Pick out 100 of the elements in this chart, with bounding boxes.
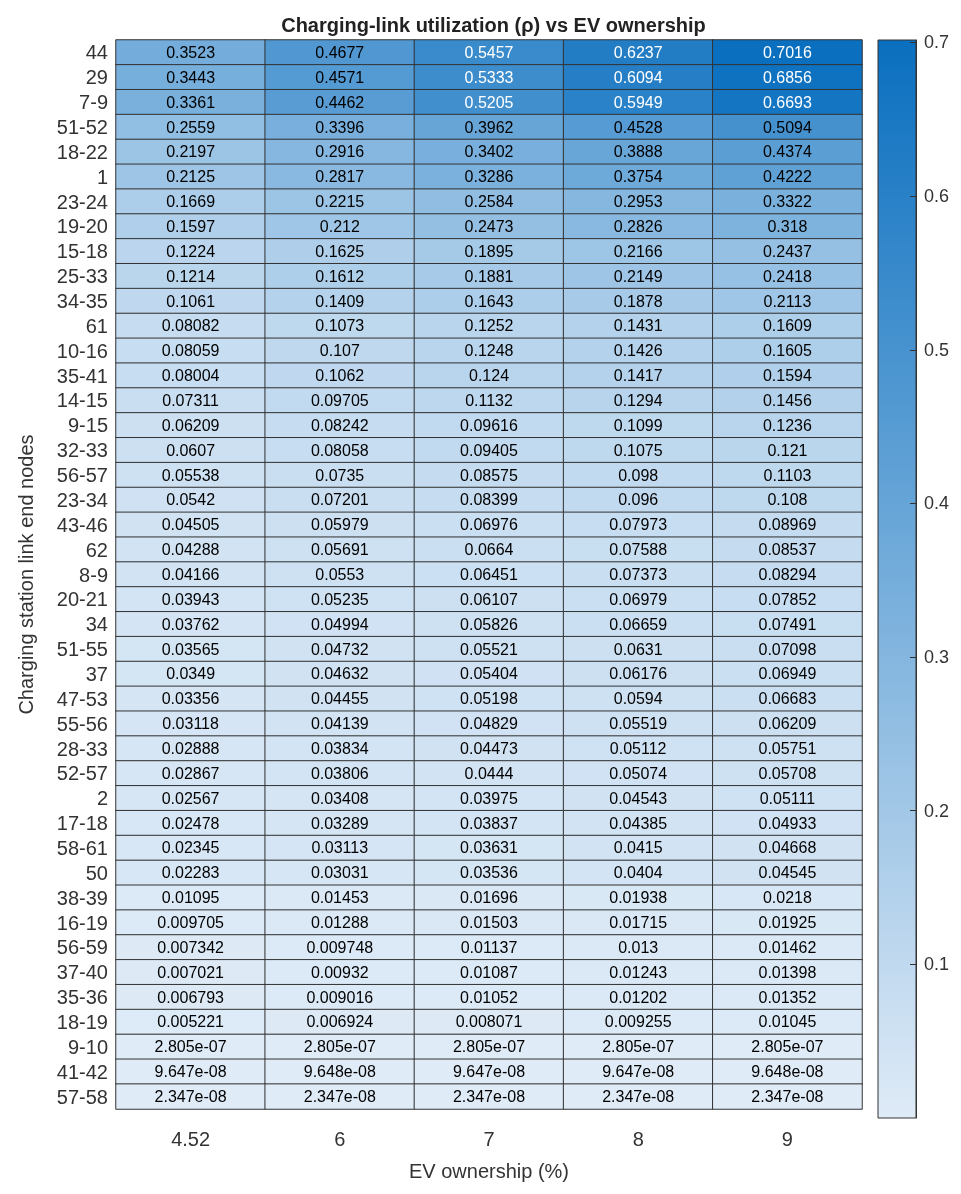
data-label: 0.01398 [758,963,817,981]
data-label: 0.1594 [762,367,812,385]
data-label: 0.1224 [166,242,216,260]
data-label: 0.02345 [161,839,220,857]
data-label: 0.2125 [166,168,216,186]
data-label: 9.647e-08 [452,1063,526,1081]
data-label: 0.01938 [609,889,668,907]
data-label: 2.347e-08 [452,1088,526,1106]
data-label: 0.0735 [315,466,365,484]
data-label: 0.05691 [310,541,369,559]
color-bar-label: 0.3 [924,647,950,668]
y-tick-label: 34 [85,613,108,636]
data-label: 0.009748 [306,938,374,956]
y-tick-label: 28-33 [56,737,108,760]
data-label: 0.05826 [460,615,519,633]
data-label: 0.1669 [166,193,216,211]
y-tick-label: 56-57 [56,464,108,487]
data-label: 0.02567 [161,789,220,807]
data-label: 0.03289 [310,814,369,832]
data-label: 0.05404 [460,665,519,683]
data-label: 0.01052 [460,988,519,1006]
data-label: 0.04473 [460,740,519,758]
data-label: 9.648e-08 [303,1063,376,1081]
x-tick-label: 9 [781,1128,793,1150]
data-label: 0.4571 [315,68,365,86]
data-label: 0.4528 [613,118,663,136]
data-label: 0.08537 [758,541,817,559]
data-label: 0.07201 [310,491,369,509]
data-label: 0.006793 [157,988,225,1006]
y-tick-label: 19-20 [56,215,108,238]
data-label: 0.01137 [460,938,518,956]
data-label: 0.05112 [609,740,667,758]
y-tick-label: 18-22 [56,140,108,163]
data-label: 0.04632 [310,665,369,683]
data-label: 0.1214 [166,267,216,285]
data-label: 0.03118 [162,715,220,733]
y-tick-label: 56-59 [56,936,108,959]
y-tick-label: 7-9 [79,91,108,114]
data-label: 0.013 [618,938,659,956]
data-label: 0.3396 [315,118,365,136]
data-label: 0.1597 [166,217,216,235]
data-label: 0.02888 [161,740,220,758]
data-label: 0.04829 [460,715,519,733]
data-label: 0.2197 [166,143,216,161]
color-bar-label: 0.7 [924,32,950,53]
data-label: 0.03408 [310,789,369,807]
y-tick-label: 55-56 [56,712,108,735]
data-label: 0.6237 [613,43,663,61]
data-label: 0.04455 [310,690,369,708]
data-label: 0.3443 [166,68,216,86]
data-label: 0.3888 [613,143,663,161]
data-label: 0.2559 [166,118,216,136]
data-label: 0.01202 [609,988,668,1006]
data-label: 0.2215 [315,193,365,211]
data-label: 0.4222 [762,168,812,186]
data-label: 0.09405 [460,441,519,459]
y-tick-label: 34-35 [56,290,108,313]
data-label: 0.04545 [758,864,817,882]
y-tick-label: 17-18 [56,812,108,835]
data-label: 0.03113 [311,839,369,857]
data-label: 0.009705 [157,914,225,932]
data-label: 0.1073 [315,317,365,335]
data-label: 0.00932 [310,963,369,981]
data-label: 0.05519 [609,715,668,733]
data-label: 0.0444 [464,764,514,782]
data-label: 0.6094 [613,68,663,86]
data-label: 0.04543 [609,789,668,807]
color-bar-label: 0.4 [924,493,950,514]
data-label: 0.03975 [460,789,519,807]
data-label: 0.05708 [758,764,817,782]
x-tick-label: 7 [483,1128,495,1150]
data-label: 0.04668 [758,839,817,857]
y-tick-label: 9-10 [67,1035,108,1058]
x-tick-label: 4.52 [171,1128,211,1150]
data-label: 0.1643 [464,292,514,310]
data-label: 0.01087 [460,963,519,981]
y-tick-label: 18-19 [56,1010,108,1033]
data-label: 0.2817 [315,168,365,186]
data-label: 0.05751 [758,740,817,758]
data-label: 0.3523 [166,43,216,61]
data-label: 0.0607 [166,441,216,459]
data-label: 0.06659 [609,615,668,633]
data-label: 0.05979 [310,516,369,534]
data-label: 0.02283 [161,864,220,882]
data-label: 0.05235 [310,590,369,608]
data-label: 0.01045 [758,1013,817,1031]
data-label: 0.2418 [762,267,812,285]
y-tick-label: 25-33 [56,265,108,288]
y-tick-label: 1 [96,165,108,188]
y-tick-label: 15-18 [56,240,108,263]
data-label: 0.1881 [464,267,514,285]
data-label: 0.1605 [762,342,812,360]
data-label: 0.2584 [464,193,514,211]
data-label: 0.1625 [315,242,365,260]
data-label: 0.08294 [758,566,817,583]
data-label: 0.01243 [609,963,668,981]
data-label: 0.1061 [166,292,216,310]
data-label: 0.1895 [464,242,514,260]
data-label: 0.05521 [460,640,519,658]
data-label: 0.05198 [460,690,519,708]
